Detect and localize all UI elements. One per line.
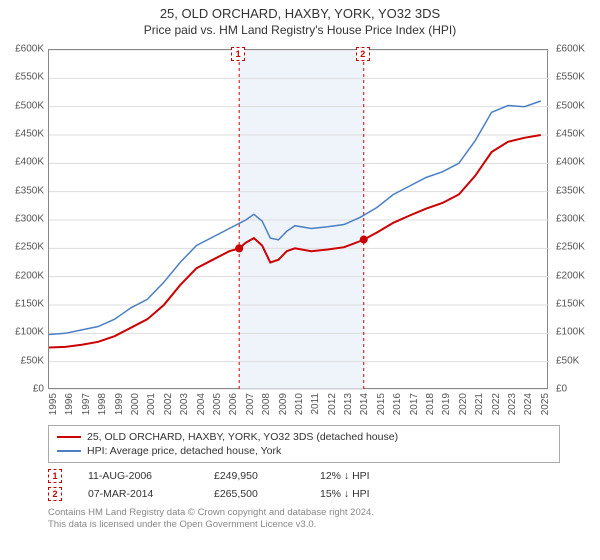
legend-label: 25, OLD ORCHARD, HAXBY, YORK, YO32 3DS (… xyxy=(87,431,398,443)
footer-line-2: This data is licensed under the Open Gov… xyxy=(48,519,560,531)
y-tick: £600K xyxy=(0,44,44,55)
y-tick: £100K xyxy=(0,327,44,338)
y-tick-right: £0 xyxy=(556,384,600,395)
y-tick: £50K xyxy=(0,355,44,366)
legend: 25, OLD ORCHARD, HAXBY, YORK, YO32 3DS (… xyxy=(48,425,560,463)
sale-row: 2 07-MAR-2014 £265,500 15% ↓ HPI xyxy=(48,485,560,503)
y-tick-right: £300K xyxy=(556,214,600,225)
y-tick-right: £600K xyxy=(556,44,600,55)
chart-svg xyxy=(49,50,549,390)
y-tick: £450K xyxy=(0,129,44,140)
y-tick-right: £550K xyxy=(556,72,600,83)
y-tick: £550K xyxy=(0,72,44,83)
y-tick-right: £350K xyxy=(556,185,600,196)
sale-date: 07-MAR-2014 xyxy=(88,488,188,500)
sales-table: 1 11-AUG-2006 £249,950 12% ↓ HPI 2 07-MAR-201… xyxy=(48,467,560,503)
legend-swatch xyxy=(57,450,81,452)
sale-marker-label: 2 xyxy=(356,47,370,61)
chart-container: £0 £50K £100K £150K £200K £250K £300K £350K £400… xyxy=(0,41,600,421)
y-tick: £250K xyxy=(0,242,44,253)
y-tick-right: £250K xyxy=(556,242,600,253)
y-tick: £350K xyxy=(0,185,44,196)
page-title: 25, OLD ORCHARD, HAXBY, YORK, YO32 3DS xyxy=(0,0,600,21)
y-tick-right: £150K xyxy=(556,299,600,310)
y-tick-right: £500K xyxy=(556,100,600,111)
legend-label: HPI: Average price, detached house, York xyxy=(87,445,281,457)
footer-line-1: Contains HM Land Registry data © Crown c… xyxy=(48,507,560,519)
page-subtitle: Price paid vs. HM Land Registry's House … xyxy=(0,21,600,41)
sale-marker-icon: 2 xyxy=(48,487,62,501)
sale-date: 11-AUG-2006 xyxy=(88,470,188,482)
plot-area xyxy=(48,49,548,389)
footer: Contains HM Land Registry data © Crown c… xyxy=(48,507,560,532)
sale-diff: 15% ↓ HPI xyxy=(320,488,370,500)
y-tick-right: £100K xyxy=(556,327,600,338)
y-tick: £500K xyxy=(0,100,44,111)
y-tick-right: £450K xyxy=(556,129,600,140)
y-tick-right: £50K xyxy=(556,355,600,366)
y-tick: £200K xyxy=(0,270,44,281)
y-tick-right: £200K xyxy=(556,270,600,281)
y-tick: £0 xyxy=(0,384,44,395)
x-tick: 2025 xyxy=(540,393,562,415)
sale-price: £249,950 xyxy=(214,470,294,482)
legend-swatch xyxy=(57,436,81,438)
sale-marker-label: 1 xyxy=(231,47,245,61)
legend-row: HPI: Average price, detached house, York xyxy=(57,444,551,458)
sale-price: £265,500 xyxy=(214,488,294,500)
legend-row: 25, OLD ORCHARD, HAXBY, YORK, YO32 3DS (… xyxy=(57,430,551,444)
y-tick: £300K xyxy=(0,214,44,225)
y-tick: £400K xyxy=(0,157,44,168)
sale-row: 1 11-AUG-2006 £249,950 12% ↓ HPI xyxy=(48,467,560,485)
y-tick-right: £400K xyxy=(556,157,600,168)
y-tick: £150K xyxy=(0,299,44,310)
sale-diff: 12% ↓ HPI xyxy=(320,470,370,482)
sale-marker-icon: 1 xyxy=(48,469,62,483)
